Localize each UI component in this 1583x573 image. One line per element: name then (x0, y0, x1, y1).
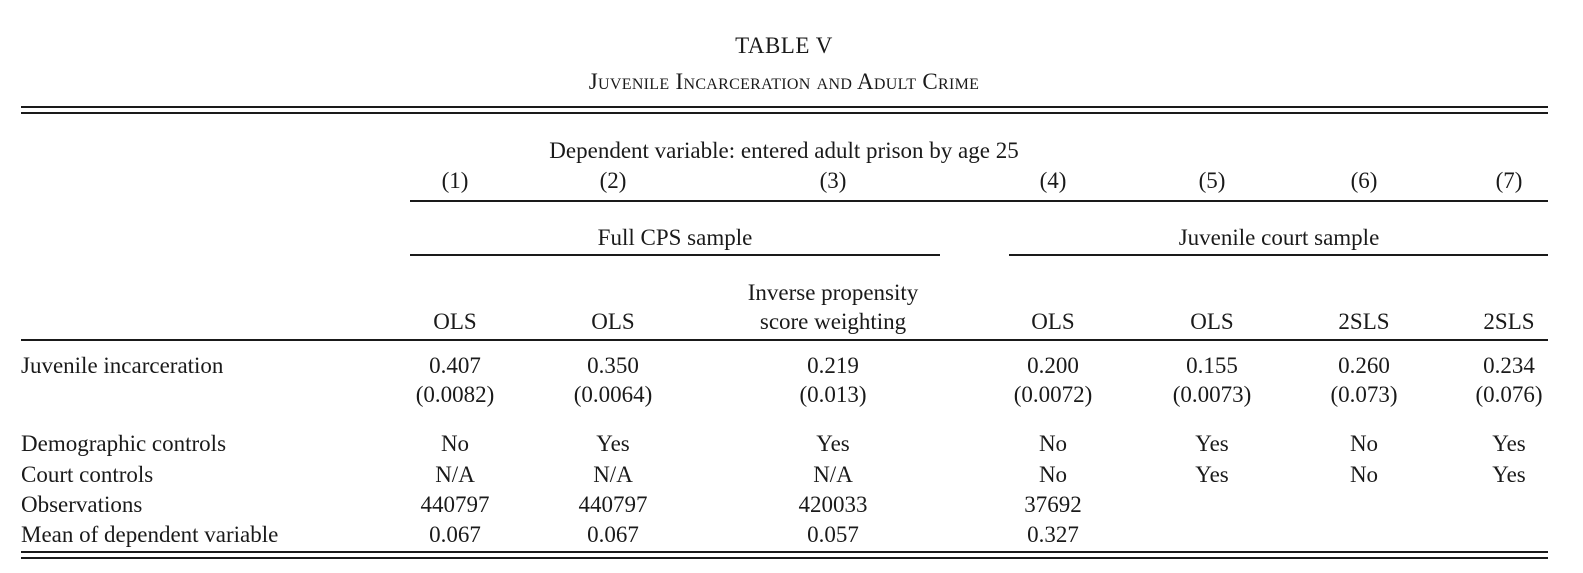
column-number-3: (3) (819, 168, 847, 193)
method-col-1: OLS (433, 309, 477, 334)
coef-cell: 0.155 (1186, 353, 1238, 378)
top-rule-upper (21, 106, 1548, 108)
table-cell: No (1038, 431, 1068, 456)
table-cell: 0.067 (587, 522, 639, 547)
group-rule-full-cps (410, 254, 940, 256)
row-label-demographic-controls: Demographic controls (21, 431, 227, 456)
table-cell: Yes (1492, 462, 1526, 487)
coef-cell: 0.260 (1338, 353, 1390, 378)
table-cell: 440797 (578, 492, 648, 517)
method-col-2: OLS (591, 309, 635, 334)
row-label-juvenile-incarceration: Juvenile incarceration (21, 353, 224, 378)
row-label-mean-dependent-variable: Mean of dependent variable (21, 522, 279, 547)
table-cell: 420033 (798, 492, 868, 517)
se-cell: (0.073) (1330, 382, 1398, 407)
table-cell: N/A (813, 462, 853, 487)
column-number-6: (6) (1350, 168, 1378, 193)
se-cell: (0.0072) (1013, 382, 1093, 407)
se-cell: (0.0082) (415, 382, 495, 407)
top-rule-lower (21, 112, 1548, 114)
table-cell: No (1038, 462, 1068, 487)
group-label-full-cps: Full CPS sample (597, 225, 753, 250)
method-col-3-line1: Inverse propensity (747, 280, 919, 305)
coef-cell: 0.219 (807, 353, 859, 378)
table-title: TABLE V (735, 33, 833, 58)
coef-cell: 0.234 (1483, 353, 1535, 378)
table-cell: 37692 (1024, 492, 1082, 517)
coef-cell: 0.350 (587, 353, 639, 378)
method-col-4: OLS (1031, 309, 1075, 334)
column-number-2: (2) (599, 168, 627, 193)
table-cell: 0.067 (429, 522, 481, 547)
dependent-variable-label: Dependent variable: entered adult prison… (549, 138, 1019, 163)
coef-cell: 0.407 (429, 353, 481, 378)
method-col-6: 2SLS (1338, 309, 1390, 334)
se-cell: (0.0064) (573, 382, 653, 407)
table-cell: 0.327 (1027, 522, 1079, 547)
group-rule-juvenile-court (1009, 254, 1548, 256)
table-cell: Yes (1195, 462, 1229, 487)
table-cell: Yes (816, 431, 850, 456)
se-cell: (0.0073) (1172, 382, 1252, 407)
column-number-4: (4) (1039, 168, 1067, 193)
column-number-7: (7) (1495, 168, 1523, 193)
coef-cell: 0.200 (1027, 353, 1079, 378)
se-cell: (0.076) (1475, 382, 1543, 407)
method-col-7: 2SLS (1483, 309, 1535, 334)
row-label-observations: Observations (21, 492, 143, 517)
table-cell: Yes (1195, 431, 1229, 456)
table-cell: 0.057 (807, 522, 859, 547)
se-cell: (0.013) (799, 382, 867, 407)
table-cell: N/A (593, 462, 633, 487)
table-cell: No (1349, 431, 1379, 456)
table-cell: N/A (435, 462, 475, 487)
header-bottom-rule (21, 339, 1548, 341)
column-header-rule (410, 200, 1548, 202)
method-col-3-line2: score weighting (759, 309, 907, 334)
table-subtitle: Juvenile Incarceration and Adult Crime (588, 69, 980, 94)
table-cell: Yes (1492, 431, 1526, 456)
column-number-5: (5) (1198, 168, 1226, 193)
group-label-juvenile-court: Juvenile court sample (1178, 225, 1380, 250)
row-label-court-controls: Court controls (21, 462, 154, 487)
table-cell: 440797 (420, 492, 490, 517)
table-cell: No (440, 431, 470, 456)
table-cell: Yes (596, 431, 630, 456)
method-col-5: OLS (1190, 309, 1234, 334)
bottom-rule-upper (21, 551, 1548, 553)
table-cell: No (1349, 462, 1379, 487)
bottom-rule-lower (21, 557, 1548, 559)
column-number-1: (1) (441, 168, 469, 193)
